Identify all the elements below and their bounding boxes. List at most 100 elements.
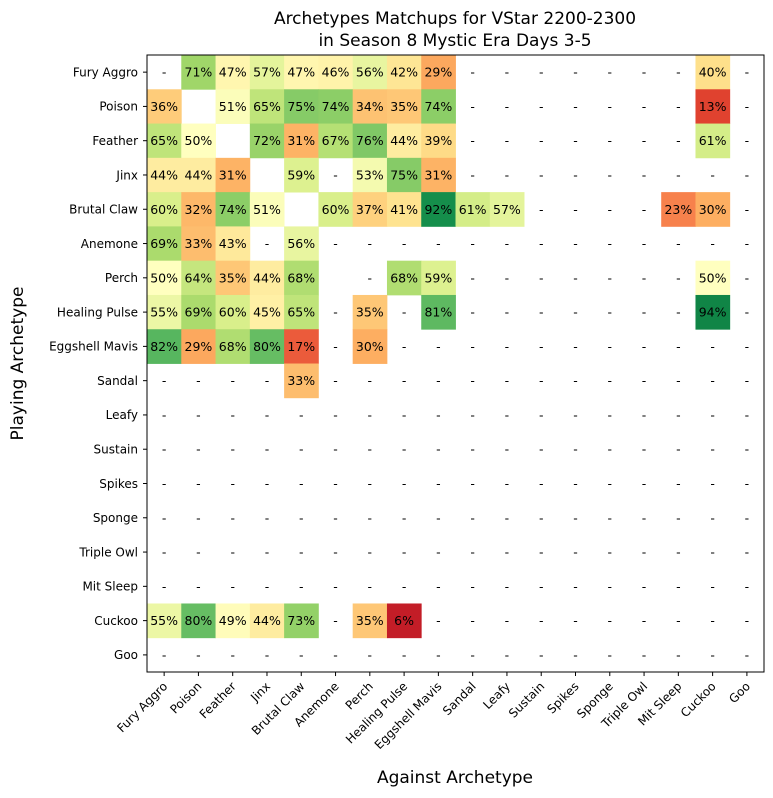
- cell-value-label: -: [676, 476, 681, 491]
- cell-value-label: 57%: [493, 202, 521, 217]
- x-tick-label: Goo: [726, 679, 753, 706]
- y-tick-label: Brutal Claw: [69, 203, 138, 217]
- cell-value-label: -: [573, 99, 578, 114]
- cell-value-label: -: [368, 373, 373, 388]
- heatmap-cell: [215, 603, 251, 639]
- cell-value-label: -: [676, 133, 681, 148]
- heatmap-cell: [147, 192, 182, 227]
- heatmap-cell: [181, 192, 216, 227]
- cell-value-label: -: [573, 167, 578, 182]
- cell-value-label: -: [710, 442, 715, 457]
- heatmap-cell: [284, 329, 319, 364]
- heatmap-cell: [695, 123, 731, 159]
- cell-value-label: -: [470, 133, 475, 148]
- cell-value-label: -: [608, 373, 613, 388]
- cell-value-label: 68%: [219, 339, 247, 354]
- cell-value-label: -: [470, 65, 475, 80]
- heatmap-cell: [421, 123, 456, 159]
- cell-value-label: -: [573, 133, 578, 148]
- cell-value-label: 46%: [322, 65, 350, 80]
- cell-value-label: -: [470, 476, 475, 491]
- cell-value-label: -: [505, 510, 510, 525]
- cell-value-label: -: [436, 510, 441, 525]
- cell-value-label: -: [676, 99, 681, 114]
- y-tick-label: Mit Sleep: [82, 580, 138, 594]
- cell-value-label: -: [539, 339, 544, 354]
- heatmap-cell: [147, 603, 182, 639]
- chart-title-line-2: in Season 8 Mystic Era Days 3-5: [318, 31, 591, 51]
- cell-value-label: -: [539, 545, 544, 560]
- cell-value-label: -: [745, 65, 750, 80]
- cell-value-label: -: [642, 407, 647, 422]
- cell-value-label: 74%: [219, 202, 247, 217]
- heatmap-cell: [284, 55, 319, 90]
- cell-value-label: 65%: [253, 99, 281, 114]
- y-tick-label: Leafy: [106, 408, 138, 422]
- heatmap-cell: [421, 157, 456, 193]
- cell-value-label: 41%: [390, 202, 418, 217]
- cell-value-label: -: [539, 510, 544, 525]
- heatmap-cell: [215, 89, 251, 124]
- heatmap-cell: [215, 226, 251, 262]
- heatmap-cell: [249, 603, 285, 639]
- cell-value-label: -: [676, 167, 681, 182]
- x-tick-label: Fury Aggro: [114, 679, 170, 735]
- y-axis-label: Playing Archetype: [8, 287, 28, 441]
- cell-value-label: -: [573, 613, 578, 628]
- chart-title-line-1: Archetypes Matchups for VStar 2200-2300: [274, 9, 636, 29]
- cell-value-label: -: [333, 510, 338, 525]
- cell-value-label: -: [642, 305, 647, 320]
- cell-value-label: -: [162, 373, 167, 388]
- heatmap-cell: [249, 55, 285, 90]
- cell-value-label: -: [745, 236, 750, 251]
- cell-value-label: 43%: [219, 236, 247, 251]
- y-tick-label: Goo: [114, 648, 138, 662]
- cell-value-label: -: [470, 99, 475, 114]
- cell-value-label: -: [470, 167, 475, 182]
- cell-value-label: 61%: [699, 133, 727, 148]
- cell-value-label: -: [333, 339, 338, 354]
- cell-value-label: -: [676, 442, 681, 457]
- cell-value-label: 65%: [150, 133, 178, 148]
- cell-value-label: 51%: [219, 99, 247, 114]
- cell-value-label: -: [676, 305, 681, 320]
- cell-value-label: 72%: [253, 133, 281, 148]
- heatmap-cell: [318, 89, 354, 124]
- cell-value-label: -: [196, 579, 201, 594]
- cell-value-label: -: [368, 545, 373, 560]
- heatmap-cell: [421, 192, 456, 227]
- cell-value-label: 35%: [219, 270, 247, 285]
- cell-value-label: 92%: [424, 202, 452, 217]
- cell-value-label: 35%: [356, 305, 384, 320]
- cell-value-label: -: [745, 133, 750, 148]
- cell-value-label: -: [539, 373, 544, 388]
- cell-value-label: -: [402, 236, 407, 251]
- cell-value-label: -: [608, 510, 613, 525]
- cell-value-label: -: [642, 545, 647, 560]
- heatmap-cell: [489, 192, 525, 227]
- heatmap-cell: [352, 192, 388, 227]
- cell-value-label: -: [196, 647, 201, 662]
- heatmap-cell: [284, 294, 319, 330]
- cell-value-label: -: [676, 373, 681, 388]
- heatmap-cell: [352, 89, 388, 124]
- heatmap-cell: [352, 157, 388, 193]
- cell-value-label: -: [745, 476, 750, 491]
- cell-value-label: 35%: [390, 99, 418, 114]
- cell-value-label: -: [608, 133, 613, 148]
- cell-value-label: -: [608, 545, 613, 560]
- cell-value-label: -: [676, 545, 681, 560]
- cell-value-label: -: [368, 647, 373, 662]
- cell-value-label: -: [573, 442, 578, 457]
- cell-value-label: -: [402, 305, 407, 320]
- cell-value-label: -: [196, 545, 201, 560]
- heatmap-cell: [695, 260, 731, 296]
- cell-value-label: 35%: [356, 613, 384, 628]
- cell-value-label: -: [265, 476, 270, 491]
- cell-value-label: 75%: [287, 99, 315, 114]
- cell-value-label: -: [333, 407, 338, 422]
- cell-value-label: -: [333, 647, 338, 662]
- cell-value-label: -: [333, 236, 338, 251]
- cell-value-label: -: [710, 236, 715, 251]
- cell-value-label: 31%: [219, 167, 247, 182]
